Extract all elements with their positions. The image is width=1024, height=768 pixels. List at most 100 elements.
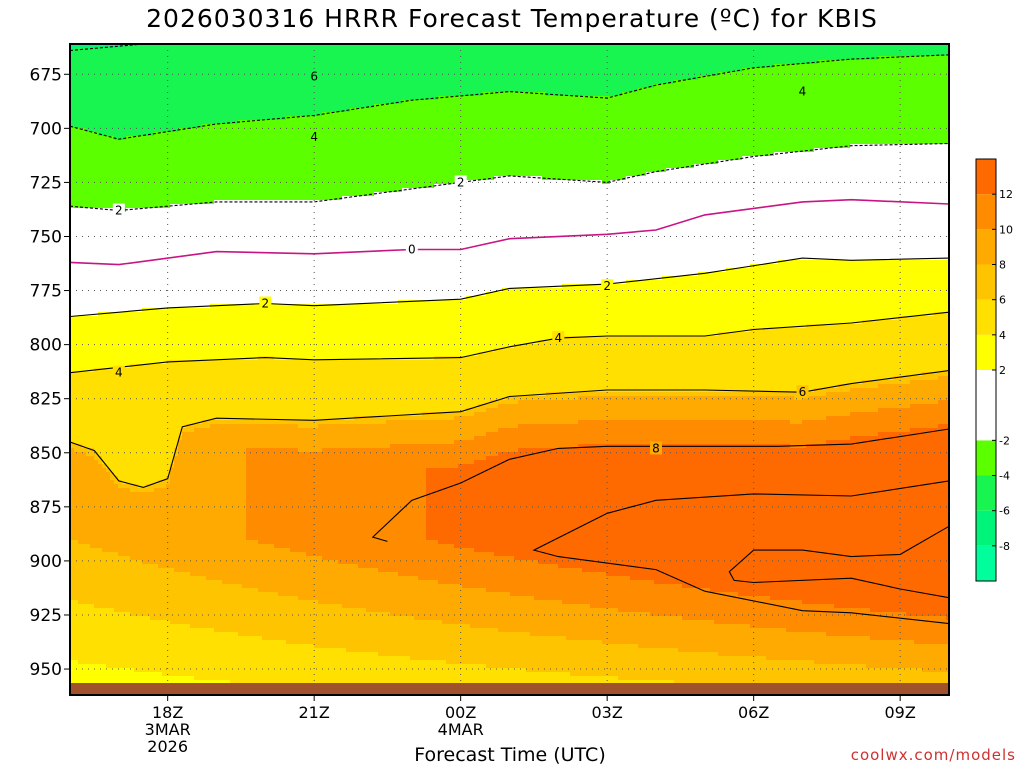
temperature-cell (106, 444, 111, 449)
temperature-cell (122, 676, 127, 681)
temperature-cell (78, 632, 83, 637)
temperature-cell (186, 216, 191, 221)
temperature-cell (162, 540, 167, 545)
temperature-cell (162, 296, 167, 301)
temperature-cell (150, 248, 155, 253)
temperature-cell (122, 520, 127, 525)
temperature-cell (70, 416, 75, 421)
temperature-cell (78, 644, 83, 649)
temperature-cell (94, 304, 99, 309)
temperature-cell (170, 188, 175, 193)
temperature-cell (158, 96, 163, 101)
temperature-cell (190, 280, 195, 285)
temperature-cell (138, 540, 143, 545)
temperature-cell (150, 464, 155, 469)
temperature-cell (78, 568, 83, 573)
temperature-cell (78, 428, 83, 433)
temperature-cell (146, 572, 151, 577)
temperature-cell (162, 60, 167, 65)
temperature-cell (134, 460, 139, 465)
temperature-cell (90, 144, 95, 149)
temperature-cell (142, 164, 147, 169)
temperature-cell (150, 356, 155, 361)
temperature-cell (94, 668, 99, 673)
temperature-cell (86, 572, 91, 577)
temperature-cell (86, 88, 91, 93)
temperature-cell (146, 84, 151, 89)
temperature-cell (142, 412, 147, 417)
temperature-cell (162, 412, 167, 417)
temperature-cell (78, 528, 83, 533)
temperature-cell (118, 540, 123, 545)
temperature-cell (170, 132, 175, 137)
temperature-cell (130, 672, 135, 677)
temperature-cell (174, 496, 179, 501)
temperature-cell (106, 116, 111, 121)
temperature-cell (106, 164, 111, 169)
temperature-cell (114, 156, 119, 161)
temperature-cell (82, 312, 87, 317)
temperature-cell (118, 516, 123, 521)
temperature-cell (70, 544, 75, 549)
temperature-cell (182, 444, 187, 449)
temperature-cell (138, 376, 143, 381)
temperature-cell (174, 268, 179, 273)
temperature-cell (82, 408, 87, 413)
temperature-cell (82, 560, 87, 565)
temperature-cell (90, 676, 95, 681)
temperature-cell (166, 140, 171, 145)
temperature-cell (86, 592, 91, 597)
temperature-cell (78, 572, 83, 577)
temperature-cell (102, 184, 107, 189)
temperature-cell (78, 516, 83, 521)
temperature-cell (126, 208, 131, 213)
temperature-cell (182, 452, 187, 457)
temperature-cell (98, 516, 103, 521)
temperature-cell (90, 652, 95, 657)
temperature-cell (78, 356, 83, 361)
temperature-cell (154, 672, 159, 677)
temperature-cell (86, 408, 91, 413)
temperature-cell (166, 152, 171, 157)
temperature-cell (90, 388, 95, 393)
temperature-cell (94, 612, 99, 617)
temperature-cell (74, 124, 79, 129)
temperature-cell (138, 564, 143, 569)
temperature-cell (178, 628, 183, 633)
temperature-cell (114, 584, 119, 589)
temperature-cell (98, 424, 103, 429)
temperature-cell (110, 620, 115, 625)
temperature-cell (94, 48, 99, 53)
temperature-cell (94, 556, 99, 561)
temperature-cell (150, 372, 155, 377)
temperature-cell (150, 596, 155, 601)
temperature-cell (114, 88, 119, 93)
temperature-cell (82, 120, 87, 125)
temperature-cell (102, 152, 107, 157)
temperature-cell (138, 68, 143, 73)
temperature-cell (98, 404, 103, 409)
temperature-cell (130, 84, 135, 89)
temperature-cell (142, 344, 147, 349)
temperature-cell (74, 324, 79, 329)
temperature-cell (182, 520, 187, 525)
temperature-cell (134, 200, 139, 205)
temperature-cell (86, 524, 91, 529)
temperature-cell (74, 172, 79, 177)
temperature-cell (150, 364, 155, 369)
temperature-cell (150, 284, 155, 289)
temperature-cell (150, 620, 155, 625)
temperature-cell (170, 636, 175, 641)
temperature-cell (106, 196, 111, 201)
temperature-cell (142, 116, 147, 121)
temperature-cell (158, 264, 163, 269)
temperature-cell (118, 504, 123, 509)
temperature-cell (102, 432, 107, 437)
temperature-cell (106, 152, 111, 157)
temperature-cell (134, 448, 139, 453)
temperature-cell (110, 500, 115, 505)
temperature-cell (74, 308, 79, 313)
temperature-cell (70, 412, 75, 417)
temperature-cell (138, 600, 143, 605)
temperature-cell (190, 424, 195, 429)
